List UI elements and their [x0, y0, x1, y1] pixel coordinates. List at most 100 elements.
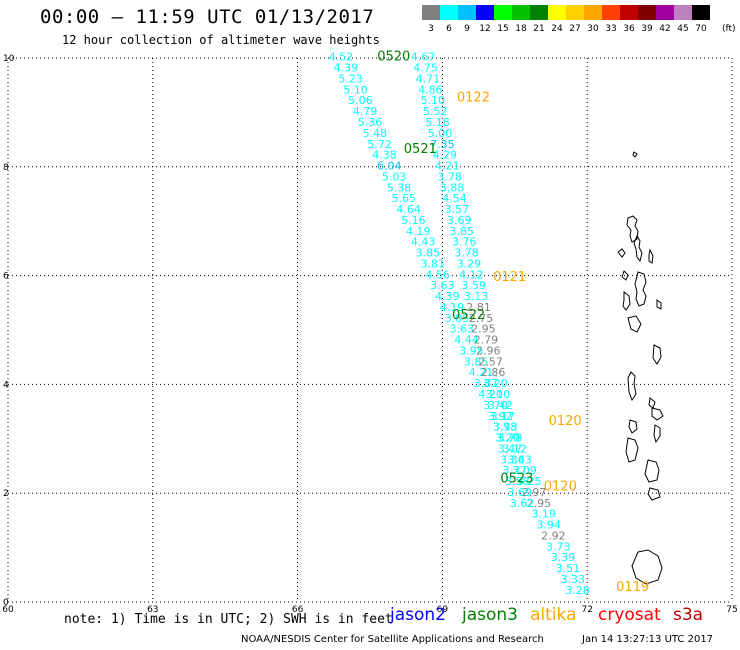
swh-value: 3.62	[510, 497, 535, 510]
colorbar-label: 9	[464, 24, 470, 34]
swh-value: 3.28	[565, 584, 590, 597]
swh-value: 5.10	[420, 94, 445, 107]
swh-value: 3.20	[495, 432, 520, 445]
swh-value: 4.75	[413, 62, 438, 75]
generation-timestamp: Jan 14 13:27:13 UTC 2017	[582, 634, 714, 645]
swh-value: 4.67	[411, 51, 436, 64]
swh-value: 3.59	[462, 279, 487, 292]
swh-value: 5.06	[348, 94, 373, 107]
swh-value: 3.19	[532, 508, 557, 521]
swh-value: 4.39	[334, 62, 359, 75]
swh-value: 4.39	[435, 290, 460, 303]
swh-value: 2.96	[476, 344, 501, 357]
swh-value: 3.88	[440, 181, 465, 194]
swh-value: 4.19	[406, 225, 431, 238]
swh-value: 3.81	[420, 257, 445, 270]
swh-value: 3.73	[546, 540, 571, 553]
pass-time-label: 0523	[500, 471, 533, 486]
legend-jason2: jason2	[390, 605, 446, 625]
page-subtitle: 12 hour collection of altimeter wave hei…	[62, 33, 380, 47]
colorbar-label: 70	[695, 24, 707, 34]
swh-value: 3.42	[488, 399, 513, 412]
swh-value: 3.36	[500, 453, 525, 466]
pass-labels: 0520 0122 0521 0121 0522 0120 0523 0120 0119	[377, 50, 649, 595]
legend-altika: altika	[530, 605, 577, 625]
colorbar-label: 3	[428, 24, 434, 34]
swh-value: 3.13	[493, 421, 518, 434]
swh-value: 3.58	[505, 475, 530, 488]
x-tick-label: 66	[292, 605, 304, 615]
footer-note: note: 1) Time is in UTC; 2) SWH is in fe…	[64, 612, 393, 627]
pass-time-label: 0521	[404, 142, 437, 157]
swh-value: 3.29	[457, 257, 482, 270]
colorbar-label: 42	[659, 24, 671, 34]
swh-value: 5.38	[387, 181, 412, 194]
swh-value: 3.85	[445, 312, 470, 325]
swh-value: 5.36	[358, 116, 383, 129]
colorbar-swatch-21	[530, 5, 548, 20]
swh-value: 3.78	[454, 247, 479, 260]
swh-value: 2.92	[541, 529, 566, 542]
colorbar-label: 12	[479, 24, 491, 34]
pass-time-label: 0122	[457, 91, 490, 106]
swh-value: 7.35	[430, 138, 455, 151]
colorbar-swatch-24	[548, 5, 566, 20]
colorbar-swatch-30	[584, 5, 602, 20]
y-tick-label: 4	[3, 380, 9, 390]
wave-height-tracks: 4.524.395.235.105.064.795.365.485.724.38…	[329, 51, 590, 597]
swh-value: 5.72	[367, 138, 392, 151]
y-tick-label: 0	[3, 598, 9, 608]
y-tick-label: 2	[3, 489, 9, 499]
pass-time-label: 0121	[493, 270, 526, 285]
x-tick-label: 69	[437, 605, 449, 615]
colorbar-label: 36	[623, 24, 635, 34]
swh-value: 2.86	[481, 366, 506, 379]
swh-value: 6.04	[377, 160, 402, 173]
colorbar-swatch-15	[494, 5, 512, 20]
page-title: 00:00 – 11:59 UTC 01/13/2017	[40, 6, 375, 28]
swh-value: 5.10	[343, 83, 368, 96]
colorbar-swatch-36	[620, 5, 638, 20]
swh-value: 3.87	[474, 377, 499, 390]
swh-value: 4.71	[416, 72, 441, 85]
swh-value: 3.78	[498, 432, 523, 445]
swh-value: 5.18	[425, 116, 450, 129]
maldives-coastline	[617, 151, 664, 585]
swh-value: 3.17	[490, 410, 515, 423]
colorbar-label: 6	[446, 24, 452, 34]
swh-value: 3.12	[503, 442, 528, 455]
swh-value: 3.33	[560, 573, 585, 586]
colorbar-swatch-70	[692, 5, 710, 20]
swh-value: 2.97	[522, 486, 547, 499]
pass-time-label: 0522	[452, 308, 485, 323]
legend-s3a: s3a	[673, 605, 704, 625]
swh-value: 3.27	[503, 464, 528, 477]
colorbar-label: 30	[587, 24, 599, 34]
swh-value: 3.63	[430, 279, 455, 292]
swh-value: 4.21	[469, 366, 494, 379]
swh-value: 3.57	[445, 203, 470, 216]
swh-value: 5.65	[392, 192, 417, 205]
swh-value: 3.13	[464, 290, 489, 303]
swh-value: 2.75	[469, 312, 494, 325]
pass-time-label: 0520	[377, 50, 410, 65]
swh-value: 4.21	[435, 160, 460, 173]
swh-value: 3.10	[486, 388, 511, 401]
swh-value: 5.48	[363, 127, 388, 140]
swh-value: 4.54	[442, 192, 467, 205]
pass-time-label: 0120	[549, 414, 582, 429]
swh-value: 3.09	[512, 464, 537, 477]
swh-value: 3.85	[464, 355, 489, 368]
x-tick-label: 60	[2, 605, 14, 615]
swh-value: 3.63	[449, 323, 474, 336]
map-grid	[7, 57, 733, 603]
y-tick-label: 10	[3, 54, 15, 64]
swh-value: 5.03	[382, 170, 407, 183]
pass-time-label: 0119	[616, 580, 649, 595]
swh-value: 3.76	[452, 236, 477, 249]
swh-value: 4.29	[433, 149, 458, 162]
swh-value: 3.25	[517, 475, 542, 488]
swh-value: 3.98	[493, 421, 518, 434]
x-tick-label: 75	[726, 605, 737, 615]
